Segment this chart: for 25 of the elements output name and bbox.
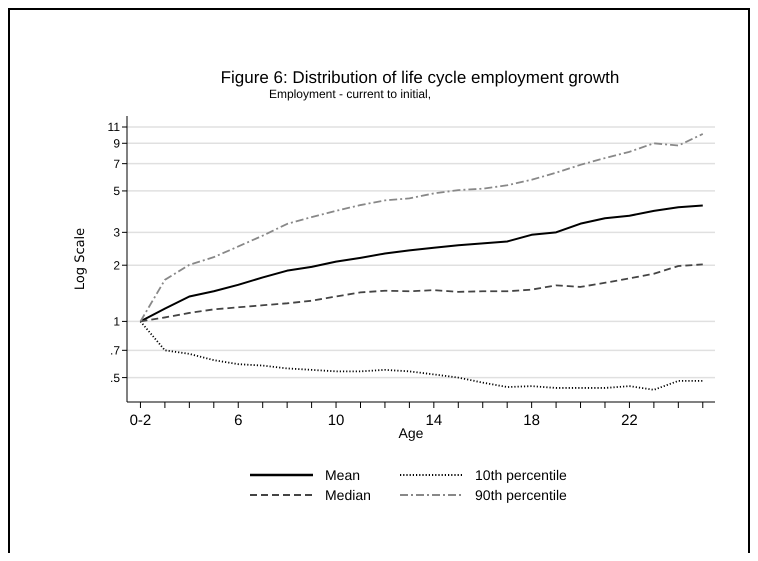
line-series — [140, 133, 704, 322]
x-axis-title: Age — [398, 425, 424, 441]
y-tick-label: 7 — [113, 156, 120, 171]
legend-label: 10th percentile — [475, 466, 568, 483]
x-tick-label: 14 — [425, 412, 442, 429]
legend-label: Mean — [325, 466, 360, 483]
legend-label: Median — [325, 486, 371, 503]
x-tick-label: 0-2 — [130, 412, 152, 429]
y-tick-label: 9 — [113, 136, 120, 150]
y-tick-label: .5 — [110, 370, 120, 385]
y-tick-label: 11 — [108, 120, 120, 134]
y-axis-title: Log Scale — [73, 228, 88, 290]
chart-title: Figure 6: Distribution of life cycle employment growth — [220, 68, 620, 87]
legend-label: 90th percentile — [475, 486, 568, 503]
x-tick-label: 6 — [234, 412, 242, 429]
chart-subtitle: Employment - current to initial, — [268, 87, 432, 101]
y-tick-label: 3 — [113, 226, 120, 240]
y-tick-label: 5 — [113, 184, 120, 198]
y-tick-label: 1 — [113, 314, 120, 329]
x-tick-label: 18 — [523, 412, 540, 429]
x-tick-label: 10 — [328, 412, 344, 429]
x-tick-label: 22 — [621, 412, 638, 429]
y-tick-label: 2 — [113, 258, 120, 272]
y-tick-label: .7 — [110, 344, 120, 358]
line-series — [140, 264, 704, 322]
